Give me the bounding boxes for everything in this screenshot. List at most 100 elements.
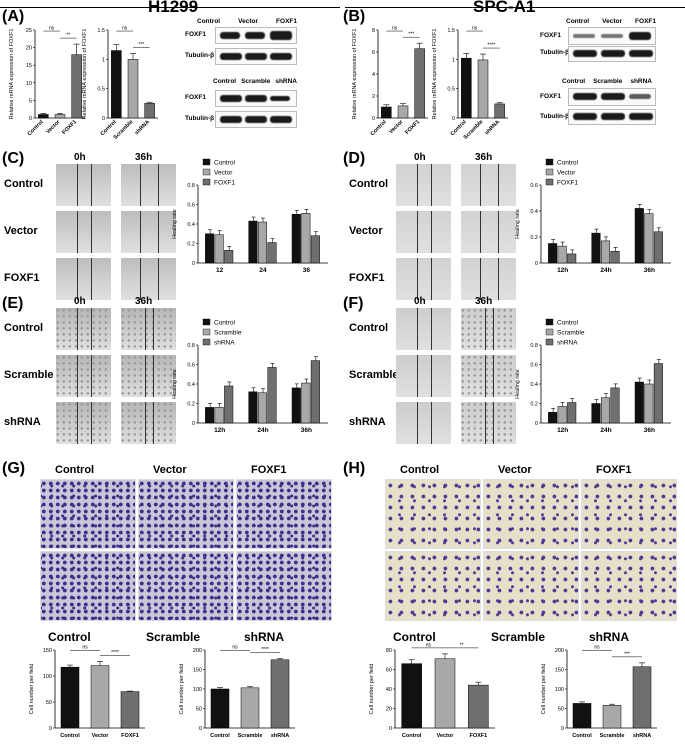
legend-swatch: [545, 158, 554, 166]
y-tick-label: 0.6: [530, 363, 538, 369]
legend-swatch: [202, 318, 211, 326]
legend-swatch: [202, 158, 211, 166]
y-tick-label: 25: [26, 28, 32, 34]
bar: [240, 687, 260, 729]
blot-col-label: Control: [213, 78, 237, 85]
y-axis-label: Cell number per field: [541, 664, 547, 715]
header-spca1: SPC-A1: [473, 0, 536, 16]
panel-label-d: (D): [343, 150, 366, 167]
legend-label: Control: [214, 160, 236, 167]
y-tick-label: 50: [46, 700, 52, 706]
x-tick-label: Vector: [388, 119, 405, 136]
y-axis-label: Cell number per field: [29, 664, 35, 715]
y-tick-label: 0.6: [187, 203, 195, 209]
wound-image: [56, 308, 111, 350]
y-axis-label: Relative mRNA expression of FOXF1: [352, 29, 358, 120]
time-label-0h: 0h: [74, 296, 86, 307]
bar: [653, 231, 663, 264]
x-tick-label: Vector: [92, 733, 110, 739]
y-tick-label: 0.2: [187, 402, 195, 408]
y-tick-label: 0: [192, 261, 195, 267]
wound-image: [121, 355, 176, 397]
y-tick-label: 0: [535, 261, 538, 267]
bar: [310, 360, 320, 424]
x-tick-label: Control: [370, 119, 388, 137]
bar: [461, 57, 472, 119]
y-tick-label: 10: [26, 81, 32, 87]
legend-label: Control: [214, 320, 236, 327]
wound-image: [461, 211, 516, 253]
blot-loading-label: Tubulin-β: [540, 49, 570, 56]
bar: [634, 381, 644, 424]
significance-label: ns: [472, 26, 478, 32]
transwell-image: [581, 479, 677, 549]
bar: [205, 407, 215, 424]
blot-col-label: Vector: [238, 18, 259, 25]
blot-a-kd: Control Scramble shRNA FOXF1 Tubulin-β: [185, 78, 297, 134]
y-tick-label: 6: [372, 50, 375, 56]
y-tick-label: 40: [386, 687, 392, 693]
y-tick-label: 8: [372, 28, 375, 34]
legend-label: Vector: [214, 170, 233, 177]
time-label-0h: 0h: [74, 152, 86, 163]
wound-image: [121, 308, 176, 350]
x-tick-label: Scramble: [600, 733, 625, 739]
significance-label: **: [66, 33, 70, 39]
y-tick-label: 1: [102, 57, 105, 63]
blot-strip: [215, 90, 297, 107]
panel-label-a: (A): [2, 8, 25, 25]
y-tick-label: 100: [193, 687, 202, 693]
x-tick-label: 12h: [557, 267, 568, 274]
x-tick-label: Control: [27, 119, 45, 137]
bar: [572, 703, 592, 729]
wound-image: [121, 211, 176, 253]
blot-target-label: FOXF1: [540, 93, 561, 100]
blot-col-label: Scramble: [593, 78, 623, 85]
blot-loading-label: Tubulin-β: [540, 113, 570, 120]
header-h1299: H1299: [148, 0, 199, 16]
row-label: Control: [4, 322, 44, 334]
legend-label: shRNA: [214, 340, 235, 347]
y-tick-label: 0.4: [530, 382, 538, 388]
column-label: FOXF1: [596, 464, 632, 476]
row-label: Scramble: [349, 369, 399, 381]
wound-image: [396, 211, 451, 253]
legend-label: FOXF1: [557, 180, 578, 187]
significance-label: ns: [82, 645, 88, 651]
x-tick-label: 36h: [644, 427, 655, 434]
significance-label: ns: [49, 26, 55, 32]
bar: [54, 114, 66, 119]
y-tick-label: 0: [102, 116, 105, 122]
column-label: Control: [393, 630, 436, 644]
wound-image: [121, 164, 176, 206]
y-tick-label: 20: [26, 46, 32, 52]
x-tick-label: FOXF1: [469, 733, 487, 739]
y-tick-label: 50: [558, 707, 564, 713]
y-tick-label: 0.2: [530, 235, 538, 241]
significance-label: ***: [624, 651, 630, 657]
bar: [397, 105, 409, 119]
y-tick-label: 0.4: [187, 222, 195, 228]
bar: [224, 385, 234, 424]
y-tick-label: 100: [43, 674, 52, 680]
x-tick-label: FOXF1: [61, 119, 78, 136]
bar: [248, 391, 258, 424]
y-tick-label: 60: [386, 668, 392, 674]
bar: [468, 684, 489, 729]
x-tick-label: Control: [572, 733, 592, 739]
legend-label: shRNA: [557, 340, 578, 347]
transwell-image: [138, 551, 234, 621]
transwell-image: [138, 479, 234, 549]
time-label-36h: 36h: [135, 152, 153, 163]
significance-label: ***: [138, 42, 144, 48]
y-tick-label: 0.4: [530, 209, 538, 215]
blot-col-label: FOXF1: [276, 18, 297, 25]
bar: [414, 48, 425, 119]
bar: [301, 213, 311, 264]
bar: [644, 383, 654, 424]
blot-strip: [568, 109, 656, 125]
column-label: Vector: [498, 464, 532, 476]
y-tick-label: 0: [452, 116, 455, 122]
blot-target-label: FOXF1: [185, 94, 206, 101]
wound-image: [396, 308, 451, 350]
